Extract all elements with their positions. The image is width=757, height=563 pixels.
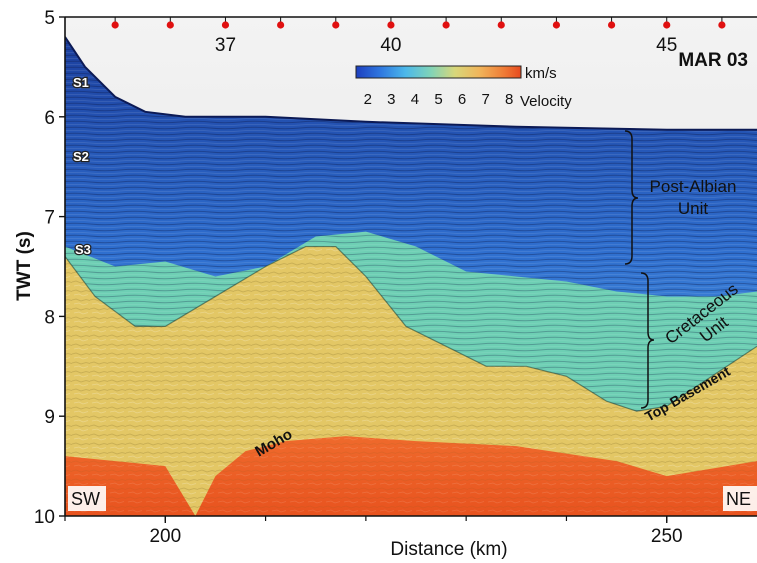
mantle-texture <box>65 436 757 516</box>
annotation-s2: S2 <box>73 149 89 164</box>
ne-label-box <box>723 486 757 511</box>
seafloor-horizon <box>65 36 757 131</box>
station-marker <box>166 21 174 29</box>
station-label: 45 <box>656 35 677 56</box>
x-tick-label: 200 <box>149 526 181 547</box>
colorbar-tick-label: 6 <box>458 91 466 108</box>
station-marker <box>111 21 119 29</box>
station-label: 40 <box>380 35 401 56</box>
station-marker <box>387 21 395 29</box>
annotation-post-albian-unit: Unit <box>678 199 709 218</box>
sw-label-box <box>68 486 106 511</box>
x-axis-title: Distance (km) <box>390 539 507 560</box>
colorbar-unit: km/s <box>525 65 557 82</box>
station-markers: 37 40 45 <box>111 17 726 56</box>
station-marker <box>718 21 726 29</box>
y-tick-label: 7 <box>44 208 55 229</box>
colorbar-tick-label: 8 <box>505 91 513 108</box>
y-tick-label: 8 <box>44 307 55 328</box>
station-marker <box>497 21 505 29</box>
y-tick-label: 5 <box>44 8 55 29</box>
station-marker <box>552 21 561 29</box>
post-albian-bracket <box>624 130 639 265</box>
chart-title: MAR 03 <box>678 50 748 71</box>
station-marker <box>221 21 230 29</box>
plot-area <box>65 17 757 516</box>
x-axis-ticks: 200 250 <box>64 516 683 547</box>
colorbar-label: Velocity <box>520 93 572 110</box>
colorbar-tick-label: 4 <box>411 91 419 108</box>
cretaceous-bracket <box>640 272 655 409</box>
colorbar-tick-label: 2 <box>364 91 372 108</box>
basement-texture <box>65 246 757 516</box>
y-axis-title: TWT (s) <box>14 231 35 301</box>
axes-frame <box>64 16 757 517</box>
annotation-sw: SW <box>71 489 100 509</box>
top-basement-horizon <box>65 245 757 412</box>
station-marker <box>442 21 450 29</box>
colorbar-tick-label: 7 <box>481 91 489 108</box>
annotation-s1: S1 <box>73 75 89 90</box>
annotation-post-albian: Post-Albian <box>650 177 737 196</box>
colorbar-gradient <box>355 65 522 79</box>
y-axis-ticks: 5 6 7 8 9 10 <box>34 8 65 528</box>
annotation-s3: S3 <box>75 242 91 257</box>
station-marker <box>332 21 340 29</box>
colorbar-tick-label: 3 <box>387 91 395 108</box>
station-marker <box>607 21 616 29</box>
y-tick-label: 9 <box>44 407 55 428</box>
x-tick-label: 250 <box>651 526 683 547</box>
y-tick-label: 6 <box>44 108 55 129</box>
station-label: 37 <box>215 35 236 56</box>
station-marker <box>663 21 671 29</box>
annotation-ne: NE <box>726 489 751 509</box>
station-marker <box>277 21 285 29</box>
colorbar-tick-label: 5 <box>434 91 442 108</box>
y-tick-label: 10 <box>34 507 55 528</box>
